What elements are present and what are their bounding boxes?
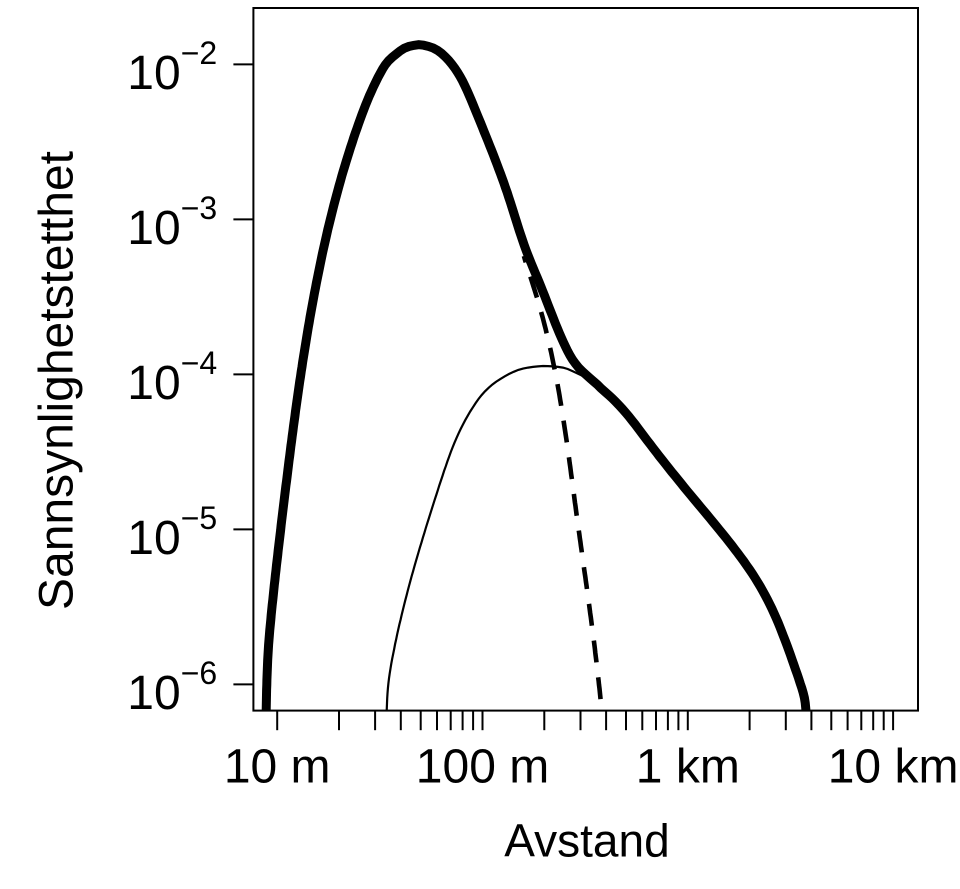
svg-text:Sannsynlighetstetthet: Sannsynlighetstetthet: [31, 151, 84, 610]
svg-text:10−6: 10−6: [127, 655, 217, 720]
svg-text:100 m: 100 m: [416, 741, 549, 794]
svg-text:10−3: 10−3: [127, 190, 217, 255]
svg-text:1 km: 1 km: [636, 741, 740, 794]
svg-text:10−2: 10−2: [127, 35, 217, 100]
svg-text:10 km: 10 km: [828, 741, 959, 794]
svg-text:10−5: 10−5: [127, 500, 217, 565]
svg-text:10−4: 10−4: [127, 345, 217, 410]
svg-text:Avstand: Avstand: [504, 815, 669, 867]
svg-text:10 m: 10 m: [224, 741, 331, 794]
